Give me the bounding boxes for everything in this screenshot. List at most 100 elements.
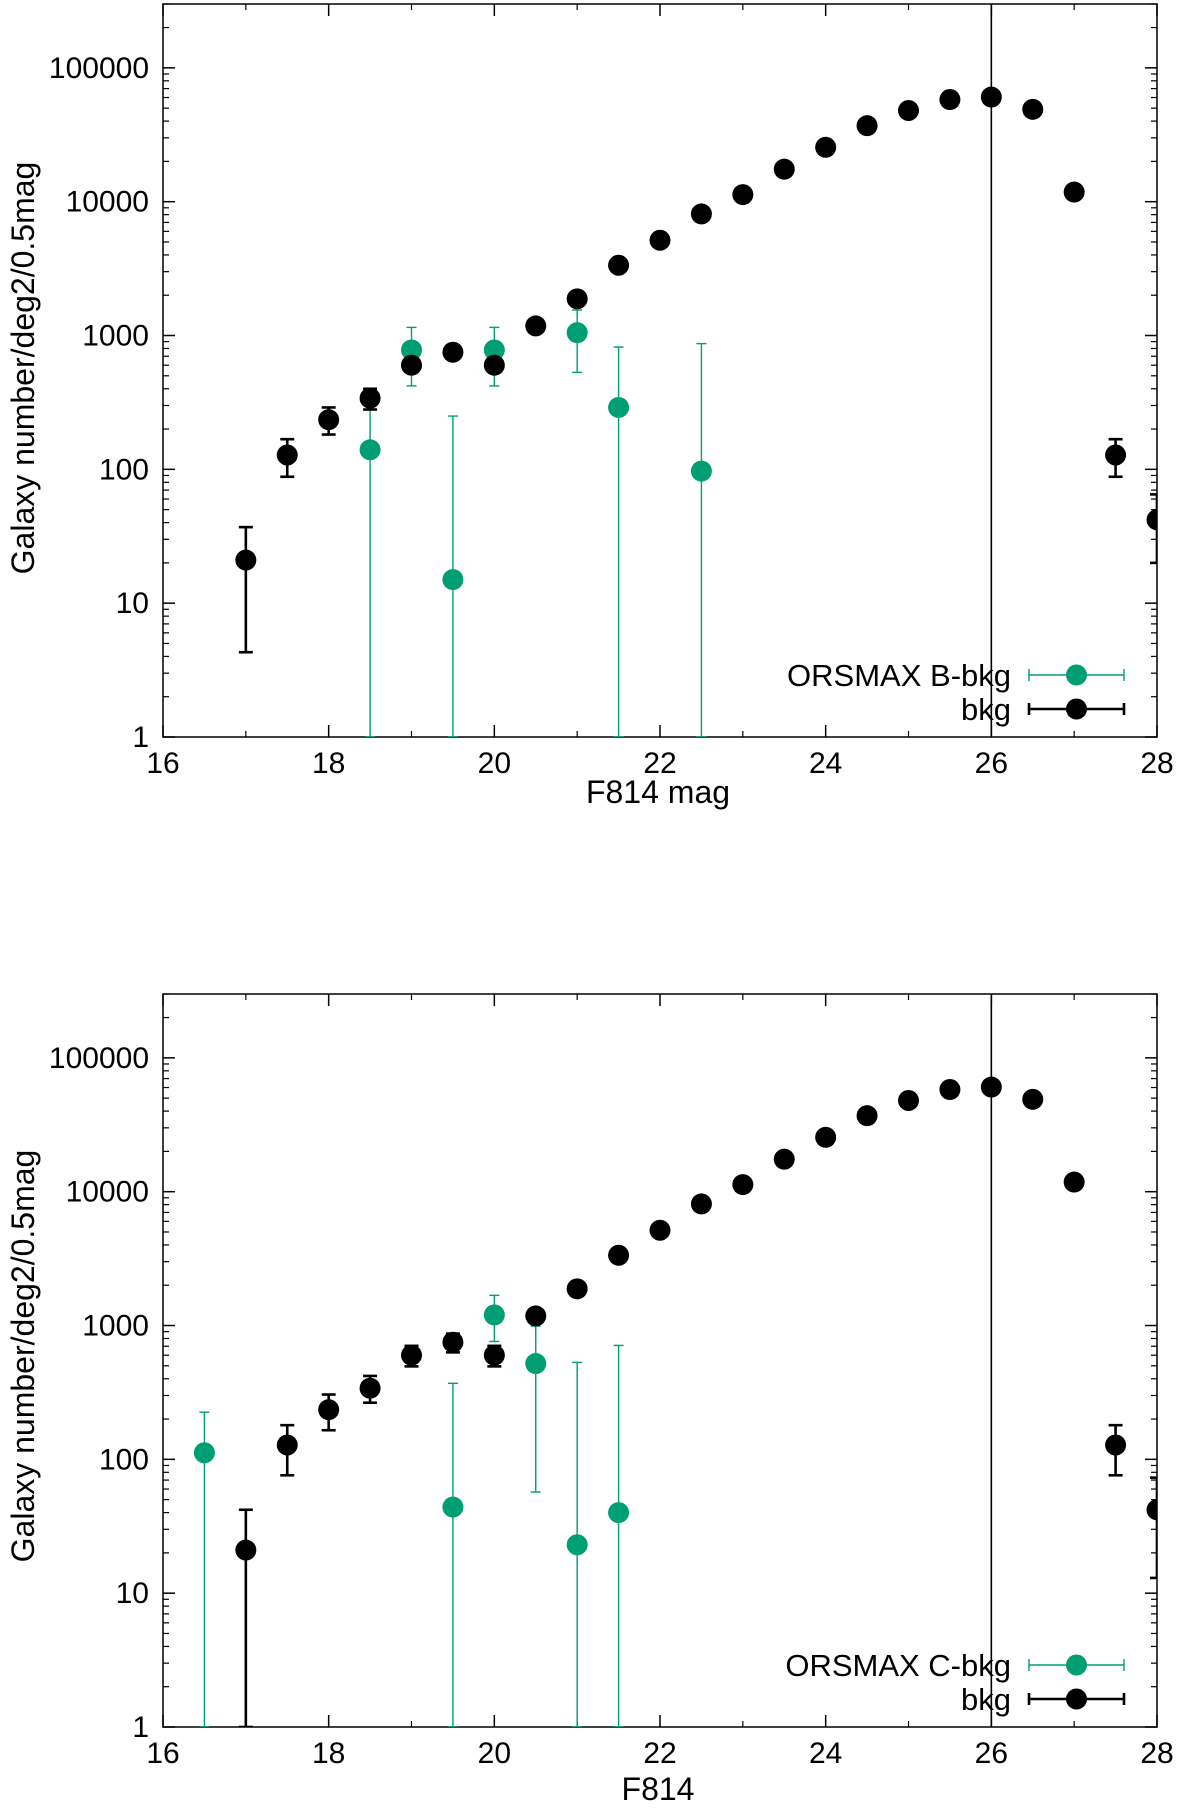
legend-marker [1066, 664, 1087, 686]
data-point [483, 354, 505, 376]
data-point [773, 1148, 795, 1170]
data-point [566, 1534, 588, 1556]
y-tick-label: 1 [132, 1711, 149, 1744]
data-point [608, 254, 630, 276]
data-point [401, 339, 422, 361]
data-point [566, 288, 588, 310]
data-point [318, 1399, 340, 1421]
data-point [1063, 1171, 1085, 1193]
x-tick-label: 16 [146, 747, 179, 780]
data-point [939, 89, 961, 111]
data-point [690, 203, 712, 225]
y-axis-label: Galaxy number/deg2/0.5mag [5, 162, 41, 575]
x-tick-label: 24 [809, 747, 842, 780]
data-point [898, 100, 919, 122]
x-axis-label: F814 mag [586, 774, 730, 810]
y-tick-label: 100000 [49, 1042, 149, 1075]
data-point [483, 1344, 505, 1366]
y-axis-label: Galaxy number/deg2/0.5mag [5, 1150, 41, 1563]
data-point [898, 1090, 919, 1112]
plot-frame [162, 993, 1158, 1728]
data-point [939, 1079, 961, 1101]
y-tick-label: 100 [99, 1443, 149, 1476]
data-point [359, 387, 381, 409]
data-point [525, 315, 547, 337]
x-axis-label: F814 [622, 1771, 695, 1807]
x-tick-label: 22 [643, 747, 676, 780]
data-point [856, 115, 878, 137]
y-tick-label: 10 [116, 587, 149, 620]
series-orsmax [359, 309, 712, 737]
data-point [566, 1278, 588, 1300]
chart-bottom: F814 Galaxy number/deg2/0.5mag 1 10 100 100… [5, 993, 1174, 1807]
data-point [608, 1244, 630, 1266]
plot-area [193, 1076, 1157, 1727]
data-point [566, 322, 588, 344]
data-point [401, 354, 422, 376]
data-point [1146, 1499, 1157, 1521]
y-tick-label: 10000 [66, 186, 149, 219]
y-tick-label: 1000 [82, 1310, 149, 1343]
data-point [442, 569, 464, 591]
data-point [773, 158, 795, 180]
data-point [815, 136, 837, 158]
series-bkg [235, 1076, 1157, 1727]
data-point [815, 1126, 837, 1148]
x-tick-label: 26 [975, 747, 1008, 780]
data-point [1022, 1088, 1044, 1110]
data-point [1105, 1434, 1127, 1456]
data-point [276, 444, 298, 466]
data-point [690, 1193, 712, 1215]
data-point [235, 1539, 257, 1561]
data-point [649, 1219, 671, 1241]
legend-label: ORSMAX C-bkg [785, 1648, 1011, 1683]
x-tick-label: 18 [312, 747, 345, 780]
plot-frame [162, 3, 1158, 738]
data-point [980, 86, 1002, 108]
data-point [1105, 444, 1127, 466]
data-point [608, 396, 630, 418]
x-tick-label: 28 [1140, 1737, 1173, 1770]
y-tick-label: 10 [116, 1577, 149, 1610]
x-tick-label: 28 [1140, 747, 1173, 780]
data-point [649, 229, 671, 251]
data-point [1022, 98, 1044, 120]
data-point [235, 549, 257, 571]
data-point [732, 1174, 754, 1196]
data-point [193, 1442, 215, 1464]
chart-top: F814 mag Galaxy number/deg2/0.5mag 1 10 10… [5, 3, 1174, 810]
data-point [690, 460, 712, 482]
y-tick-label: 100 [99, 453, 149, 486]
data-point [1063, 181, 1085, 203]
x-tick-label: 22 [643, 1737, 676, 1770]
x-tick-label: 18 [312, 1737, 345, 1770]
legend-label: bkg [961, 1682, 1011, 1717]
legend-marker [1066, 1654, 1087, 1676]
data-point [608, 1502, 630, 1524]
data-point [442, 341, 464, 363]
data-point [732, 184, 754, 206]
data-point [401, 1344, 422, 1366]
data-point [856, 1105, 878, 1127]
data-point [525, 1353, 547, 1375]
data-point [1146, 509, 1157, 531]
data-point [442, 1331, 464, 1353]
y-tick-label: 100000 [49, 52, 149, 85]
y-tick-label: 1 [132, 721, 149, 754]
y-tick-label: 1000 [82, 320, 149, 353]
series-bkg [235, 86, 1157, 654]
data-point [442, 1496, 464, 1518]
data-point [318, 409, 340, 431]
x-tick-label: 26 [975, 1737, 1008, 1770]
data-point [359, 439, 381, 461]
legend-label: bkg [961, 692, 1011, 727]
data-point [980, 1076, 1002, 1098]
data-point [359, 1377, 381, 1399]
data-point [276, 1434, 298, 1456]
x-tick-label: 20 [478, 1737, 511, 1770]
legend-marker [1066, 1688, 1087, 1710]
series-orsmax [193, 1294, 630, 1727]
x-tick-label: 24 [809, 1737, 842, 1770]
x-tick-label: 20 [478, 747, 511, 780]
